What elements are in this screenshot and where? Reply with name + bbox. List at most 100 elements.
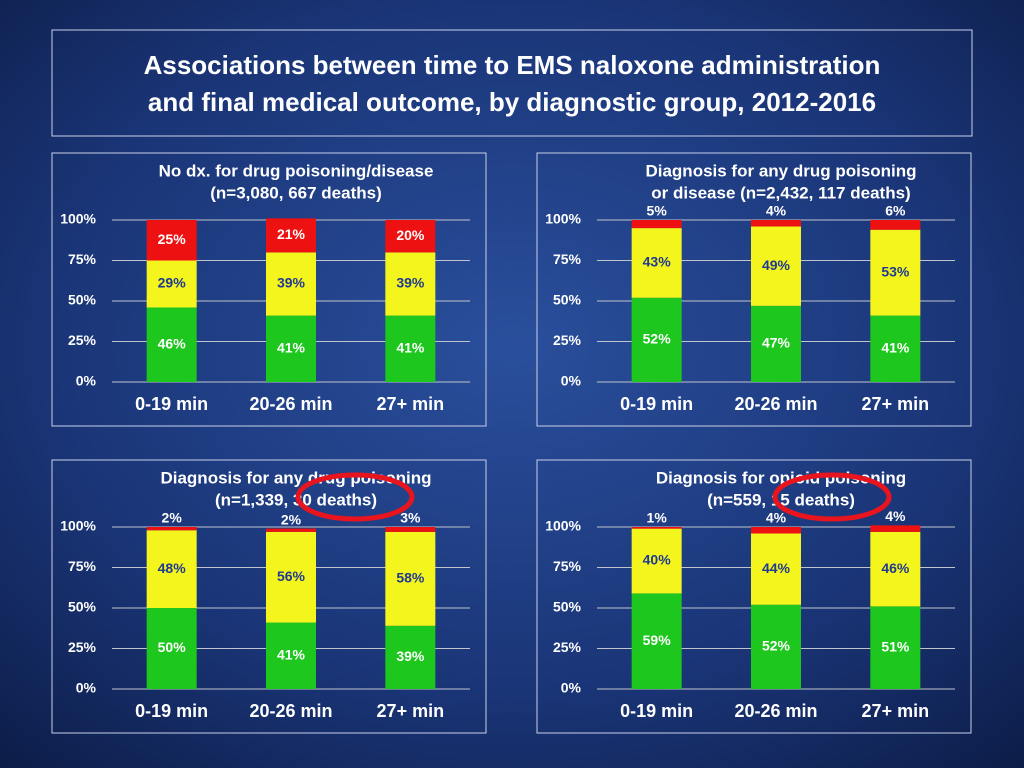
y-tick-label: 0% — [76, 680, 97, 696]
chart-title: (n=3,080, 667 deaths) — [210, 183, 382, 202]
panel — [51, 459, 487, 734]
data-label: 4% — [766, 203, 787, 219]
bar-segment — [870, 531, 921, 607]
bar-segment — [146, 307, 197, 382]
data-label: 41% — [277, 646, 306, 662]
data-label: 59% — [643, 632, 672, 648]
bar-segment — [870, 229, 921, 316]
bar-segment — [631, 297, 682, 382]
bar-segment — [385, 220, 436, 253]
x-tick-label: 0-19 min — [135, 394, 208, 414]
y-tick-label: 0% — [561, 680, 582, 696]
bar-segment — [266, 531, 316, 623]
data-label: 41% — [277, 339, 306, 355]
x-tick-label: 27+ min — [377, 394, 445, 414]
panel — [51, 152, 487, 427]
data-label: 25% — [158, 231, 187, 247]
slide-title: Associations between time to EMS naloxon… — [144, 50, 881, 80]
y-tick-label: 75% — [68, 251, 97, 267]
bar-segment — [146, 608, 197, 689]
chart-title: or disease (n=2,432, 117 deaths) — [651, 183, 910, 202]
bar-segment — [266, 252, 316, 316]
data-label: 49% — [762, 257, 791, 273]
y-tick-label: 50% — [553, 599, 582, 615]
data-label: 21% — [277, 226, 306, 242]
x-tick-label: 27+ min — [377, 701, 445, 721]
data-label: 41% — [396, 339, 425, 355]
data-label: 52% — [762, 638, 791, 654]
data-label: 51% — [881, 638, 910, 654]
bar-segment — [751, 305, 801, 382]
data-label: 4% — [766, 510, 787, 526]
bar-segment — [385, 252, 436, 316]
highlight-ellipse — [772, 472, 892, 522]
y-tick-label: 50% — [68, 599, 97, 615]
x-tick-label: 20-26 min — [249, 701, 332, 721]
chart-title: Diagnosis for any drug poisoning — [645, 161, 916, 180]
bar-segment — [385, 315, 436, 382]
x-tick-label: 0-19 min — [620, 394, 693, 414]
bar-segment — [385, 625, 436, 689]
x-tick-label: 20-26 min — [249, 394, 332, 414]
bar-segment — [266, 528, 316, 532]
data-label: 46% — [158, 335, 187, 351]
x-tick-label: 27+ min — [862, 701, 930, 721]
y-tick-label: 50% — [68, 292, 97, 308]
data-label: 2% — [162, 510, 183, 526]
bar-segment — [751, 533, 801, 605]
data-label: 43% — [643, 254, 672, 270]
bar-segment — [751, 226, 801, 306]
y-tick-label: 100% — [60, 211, 96, 227]
panel — [536, 459, 972, 734]
data-label: 50% — [158, 639, 187, 655]
data-label: 46% — [881, 560, 910, 576]
data-label: 39% — [396, 275, 425, 291]
chart-title: No dx. for drug poisoning/disease — [159, 161, 434, 180]
data-label: 47% — [762, 335, 791, 351]
bar-segment — [870, 606, 921, 689]
bar-segment — [631, 228, 682, 298]
panel — [536, 152, 972, 427]
y-tick-label: 50% — [553, 292, 582, 308]
bar-segment — [146, 527, 197, 531]
bar-segment — [631, 220, 682, 229]
y-tick-label: 75% — [553, 251, 582, 267]
y-tick-label: 25% — [553, 639, 582, 655]
data-label: 5% — [647, 203, 668, 219]
data-label: 29% — [158, 275, 187, 291]
charts: No dx. for drug poisoning/disease (n=3,08… — [51, 152, 972, 734]
highlight-ellipse — [295, 472, 415, 522]
bar-segment — [751, 220, 801, 227]
x-tick-label: 0-19 min — [620, 701, 693, 721]
x-tick-label: 0-19 min — [135, 701, 208, 721]
bar-segment — [266, 315, 316, 382]
data-label: 39% — [277, 275, 306, 291]
data-label: 56% — [277, 568, 306, 584]
data-label: 40% — [643, 552, 672, 568]
data-label: 48% — [158, 560, 187, 576]
bar-segment — [146, 220, 197, 261]
bar-segment — [385, 531, 436, 626]
bar-segment — [631, 527, 682, 529]
y-tick-label: 100% — [545, 211, 581, 227]
y-tick-label: 25% — [553, 332, 582, 348]
bar-segment — [266, 622, 316, 689]
bar-segment — [266, 218, 316, 253]
bar-segment — [870, 315, 921, 382]
data-label: 3% — [400, 510, 421, 526]
chart-title: (n=559, 15 deaths) — [707, 490, 855, 509]
y-tick-label: 0% — [76, 373, 97, 389]
y-tick-label: 25% — [68, 332, 97, 348]
data-label: 6% — [885, 203, 906, 219]
x-tick-label: 20-26 min — [734, 701, 817, 721]
bar-segment — [146, 530, 197, 608]
data-label: 39% — [396, 648, 425, 664]
y-tick-label: 75% — [553, 558, 582, 574]
y-tick-label: 100% — [60, 518, 96, 534]
data-label: 1% — [647, 510, 668, 526]
y-tick-label: 25% — [68, 639, 97, 655]
data-label: 44% — [762, 560, 791, 576]
data-label: 52% — [643, 331, 672, 347]
data-label: 20% — [396, 227, 425, 243]
